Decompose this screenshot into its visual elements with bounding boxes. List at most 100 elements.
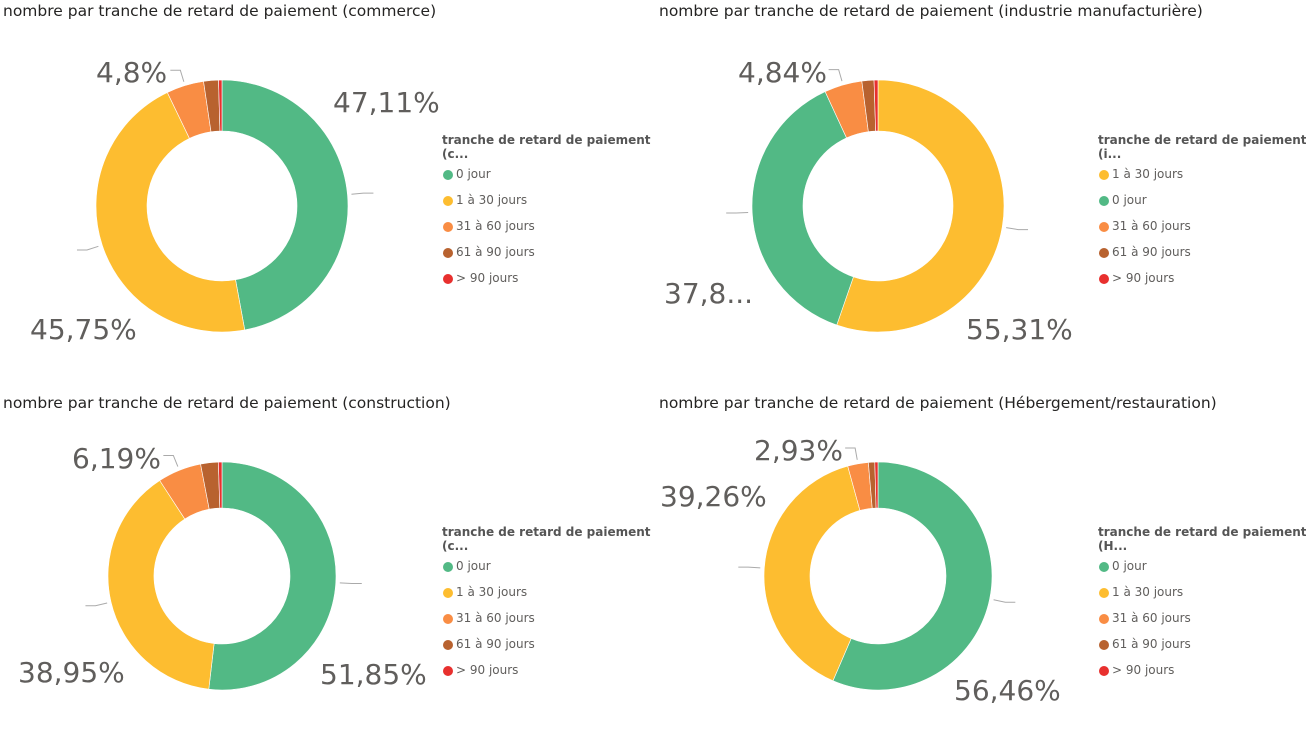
legend-item[interactable]: > 90 jours [442,271,653,297]
slice--90-jours[interactable] [218,461,223,509]
data-label: 2,93% [754,434,843,467]
legend-dot-icon [443,666,453,676]
legend-title: tranche de retard de paiement (c... [442,133,651,161]
legend-label: 31 à 60 jours [1112,611,1191,625]
slice-0-jour[interactable] [221,79,349,331]
legend-item[interactable]: 31 à 60 jours [442,611,653,637]
legend-label: 31 à 60 jours [456,611,535,625]
legend-title: tranche de retard de paiement (H... [1098,525,1306,553]
data-label: 47,11% [333,86,440,119]
slice-1-30-jours[interactable] [107,480,215,690]
legend-dot-icon [1099,666,1109,676]
data-label: 37,8... [664,277,754,310]
legend-item[interactable]: 31 à 60 jours [1098,219,1306,245]
slice-1-30-jours[interactable] [95,92,246,333]
legend-label: 31 à 60 jours [456,219,535,233]
legend: tranche de retard de paiement (c... 0 jou… [442,525,653,689]
legend-label: 0 jour [456,167,491,181]
legend-item[interactable]: 0 jour [442,559,653,585]
donut-chart [85,454,362,691]
leader-line [170,69,185,82]
legend-title: tranche de retard de paiement (i... [1098,133,1306,161]
legend-dot-icon [443,248,453,258]
slice-1-30-jours[interactable] [836,79,1005,333]
legend-label: 61 à 90 jours [456,637,535,651]
legend-label: 0 jour [1112,559,1147,573]
chart-title: nombre par tranche de retard de paiement… [3,394,451,412]
leader-line [1006,227,1029,231]
leader-line [85,602,108,607]
leader-line [845,447,858,460]
legend-label: 61 à 90 jours [1112,245,1191,259]
legend-item[interactable]: 61 à 90 jours [442,245,653,271]
legend-dot-icon [443,614,453,624]
legend-label: > 90 jours [1112,663,1175,677]
data-label: 45,75% [30,313,137,346]
legend-item[interactable]: 0 jour [442,167,653,193]
data-label: 4,84% [738,56,827,89]
data-label: 38,95% [18,656,125,689]
legend: tranche de retard de paiement (c... 0 jou… [442,133,653,297]
legend-item[interactable]: 1 à 30 jours [1098,585,1306,611]
donut-chart [76,69,374,333]
leader-line [738,566,761,569]
leader-line [351,192,374,195]
slice-1-30-jours[interactable] [763,465,861,682]
slice--90-jours[interactable] [873,79,879,132]
chart-construction: nombre par tranche de retard de paiement… [0,392,653,750]
legend-item[interactable]: > 90 jours [1098,663,1306,689]
chart-title: nombre par tranche de retard de paiement… [3,2,437,20]
legend: tranche de retard de paiement (i... 1 à 3… [1098,133,1306,297]
legend-label: 1 à 30 jours [1112,167,1184,181]
legend-label: > 90 jours [456,271,519,285]
chart-industrie: nombre par tranche de retard de paiement… [656,0,1306,358]
legend-dot-icon [1099,588,1109,598]
data-label: 51,85% [320,658,427,691]
legend-dot-icon [443,274,453,284]
leader-line [163,454,179,467]
legend-item[interactable]: 61 à 90 jours [1098,245,1306,271]
slice--90-jours[interactable] [874,461,879,509]
legend-item[interactable]: > 90 jours [442,663,653,689]
data-label: 4,8% [96,56,168,89]
legend-dot-icon [443,170,453,180]
legend-dot-icon [443,588,453,598]
legend: tranche de retard de paiement (H... 0 jou… [1098,525,1306,689]
chart-commerce: nombre par tranche de retard de paiement… [0,0,653,358]
legend-dot-icon [443,222,453,232]
legend-label: 1 à 30 jours [1112,585,1184,599]
legend-label: 31 à 60 jours [1112,219,1191,233]
legend-dot-icon [1099,196,1109,206]
data-label: 39,26% [660,480,767,513]
chart-hebergement: nombre par tranche de retard de paiement… [656,392,1306,750]
legend-item[interactable]: > 90 jours [1098,271,1306,297]
legend-label: 1 à 30 jours [456,585,528,599]
legend-item[interactable]: 61 à 90 jours [442,637,653,663]
leader-line [726,211,749,214]
chart-title: nombre par tranche de retard de paiement… [659,2,1203,20]
legend-dot-icon [1099,562,1109,572]
legend-label: > 90 jours [456,663,519,677]
legend-item[interactable]: 61 à 90 jours [1098,637,1306,663]
legend-dot-icon [443,196,453,206]
legend-label: 0 jour [1112,193,1147,207]
legend-item[interactable]: 31 à 60 jours [442,219,653,245]
slice-0-jour[interactable] [832,461,993,691]
legend-item[interactable]: 1 à 30 jours [442,193,653,219]
legend-dot-icon [1099,248,1109,258]
legend-item[interactable]: 0 jour [1098,559,1306,585]
legend-item[interactable]: 0 jour [1098,193,1306,219]
legend-dot-icon [1099,640,1109,650]
legend-item[interactable]: 31 à 60 jours [1098,611,1306,637]
data-label: 55,31% [966,313,1073,346]
slice-0-jour[interactable] [208,461,337,691]
leader-line [828,69,843,82]
legend-item[interactable]: 1 à 30 jours [442,585,653,611]
legend-label: 1 à 30 jours [456,193,528,207]
donut-chart [738,447,1016,691]
legend-dot-icon [443,640,453,650]
slice-0-jour[interactable] [751,91,854,326]
leader-line [339,582,362,585]
slice--90-jours[interactable] [218,79,223,132]
legend-item[interactable]: 1 à 30 jours [1098,167,1306,193]
